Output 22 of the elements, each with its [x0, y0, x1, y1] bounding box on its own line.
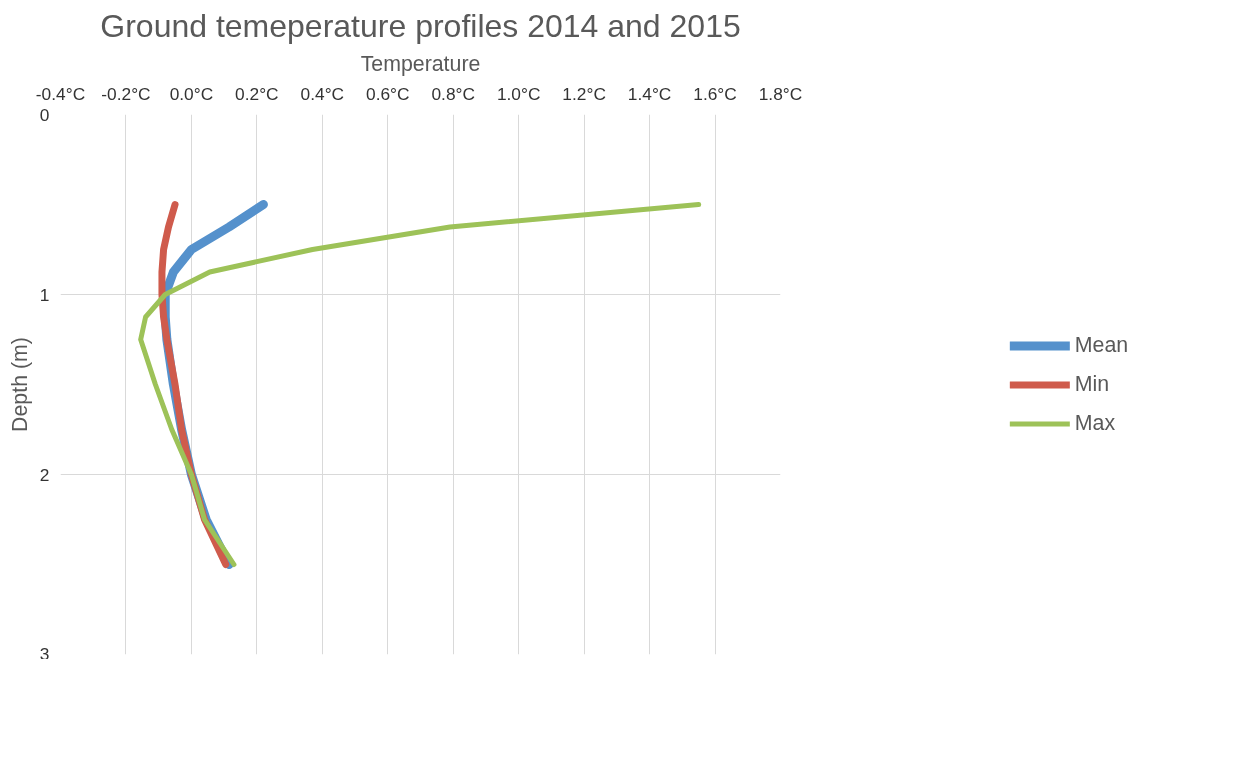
x-tick-label: 1.2°C: [562, 83, 606, 104]
x-tick-label: 0.4°C: [300, 83, 345, 104]
chart-title: Ground temeperature profiles 2014 and 2015: [100, 7, 741, 44]
y-tick-label: 1: [39, 284, 50, 305]
y-tick-label: 2: [39, 464, 50, 485]
x-tick-label: 0.0°C: [169, 83, 214, 104]
x-tick-label: -0.4°C: [35, 83, 86, 104]
y-tick-label: 0: [39, 104, 50, 125]
legend-label: Min: [1074, 371, 1110, 397]
x-tick-label: 1.4°C: [627, 83, 672, 104]
x-tick-label: 0.6°C: [366, 83, 410, 104]
legend-label: Max: [1074, 410, 1116, 436]
y-tick-label: 3: [39, 643, 50, 664]
x-tick-label: 0.2°C: [235, 83, 279, 104]
x-tick-label: 1.0°C: [496, 83, 541, 104]
y-axis-title: Depth (m): [7, 337, 32, 432]
x-tick-label: 1.8°C: [758, 83, 803, 104]
legend-label: Mean: [1074, 332, 1129, 358]
x-axis-title: Temperature: [360, 51, 481, 76]
x-tick-label: -0.2°C: [101, 83, 151, 104]
x-tick-label: 0.8°C: [431, 83, 476, 104]
x-tick-label: 1.6°C: [693, 83, 737, 104]
